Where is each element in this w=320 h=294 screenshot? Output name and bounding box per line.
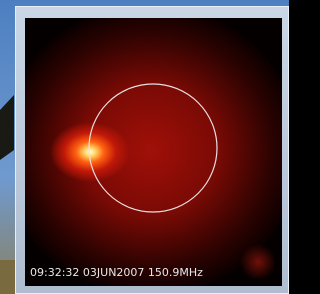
screenshot: 09:32:32 03JUN2007 150.9MHz bbox=[0, 0, 289, 294]
bright-source bbox=[50, 122, 130, 182]
faint-source bbox=[240, 244, 276, 280]
page: 09:32:32 03JUN2007 150.9MHz (() => { con… bbox=[0, 0, 289, 294]
image-caption: 09:32:32 03JUN2007 150.9MHz bbox=[30, 266, 203, 279]
desktop-ground bbox=[0, 260, 15, 294]
solar-image bbox=[0, 5, 289, 294]
